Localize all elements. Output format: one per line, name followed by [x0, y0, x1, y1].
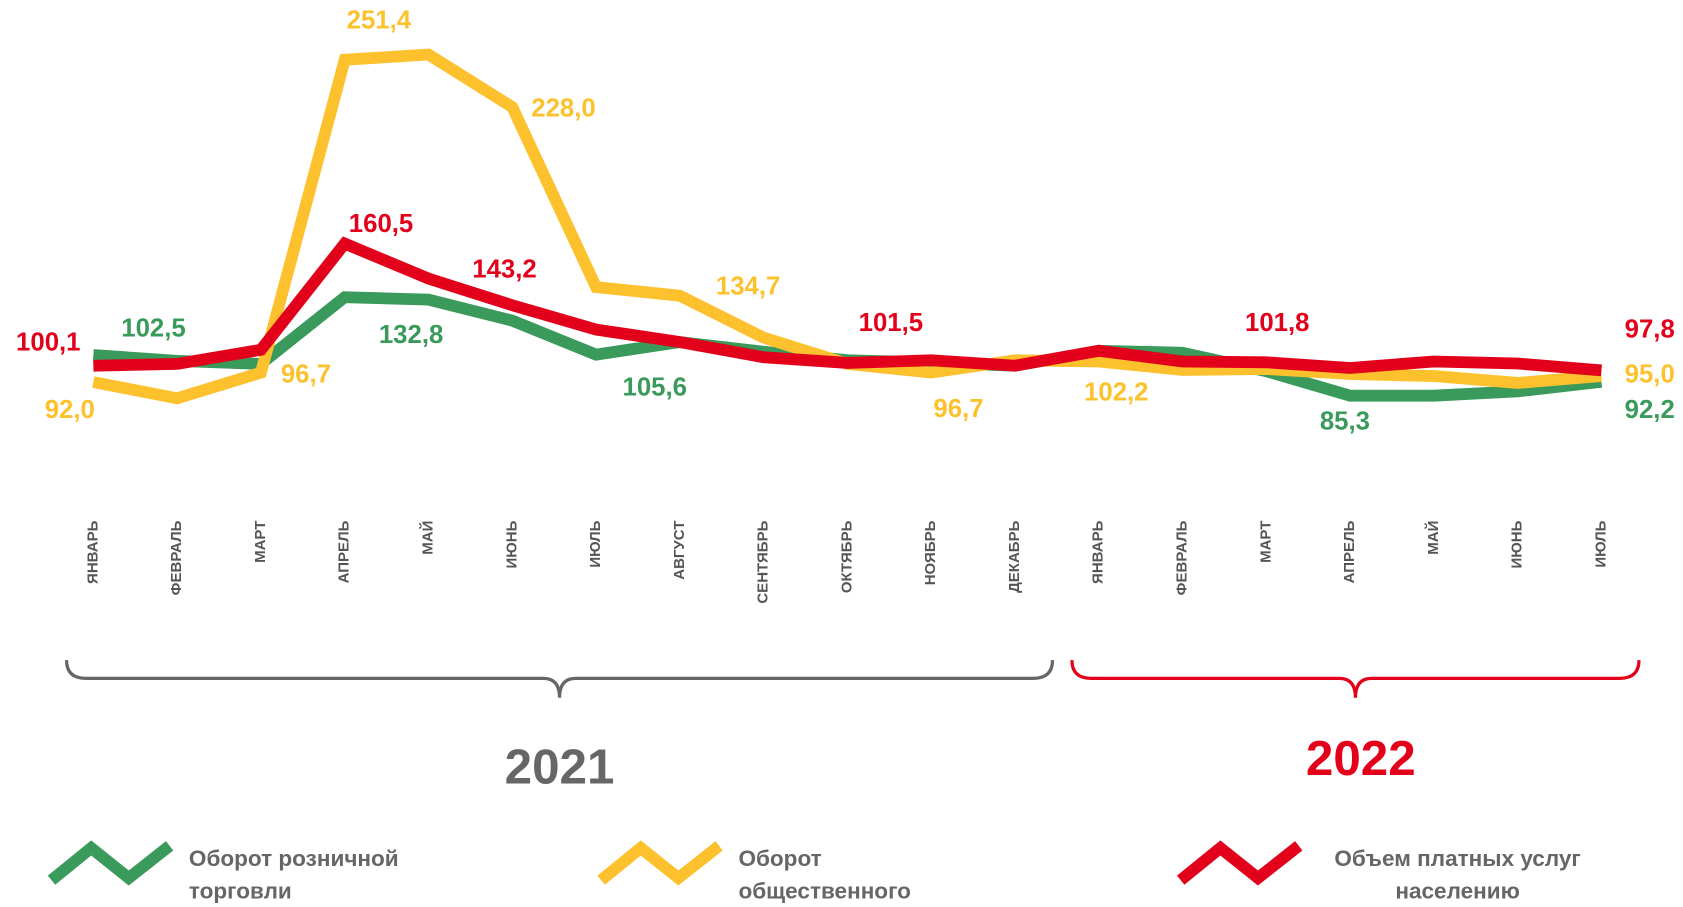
legend-swatch [47, 840, 174, 886]
x-tick-label: МАРТ [252, 520, 269, 563]
value-label: 96,7 [281, 360, 331, 388]
x-tick-label: СЕНТЯБРЬ [755, 520, 772, 603]
x-tick-label: АВГУСТ [671, 520, 688, 580]
series-line [93, 236, 1602, 377]
x-tick-label: ИЮНЬ [1509, 520, 1526, 568]
legend-label: Оборот розничной торговли [188, 846, 399, 904]
year-bracket [64, 660, 1055, 698]
x-tick-label: ФЕВРАЛЬ [1173, 520, 1190, 595]
year-label: 2021 [505, 740, 615, 795]
x-tick-label: МАЙ [1424, 521, 1442, 555]
x-tick-label: НОЯБРЬ [922, 520, 939, 585]
x-tick-label: АПРЕЛЬ [336, 520, 353, 583]
value-label: 101,5 [859, 309, 923, 337]
value-label: 160,5 [349, 210, 413, 238]
legend-swatch [1176, 840, 1303, 886]
x-tick-label: МАЙ [418, 521, 436, 555]
value-label: 97,8 [1625, 315, 1675, 343]
x-tick-label: МАРТ [1257, 520, 1274, 563]
series-line [92, 48, 1602, 405]
year-label: 2022 [1306, 731, 1416, 786]
value-label: 100,1 [16, 328, 80, 356]
x-tick-label: ЯНВАРЬ [1090, 520, 1107, 584]
value-label: 101,8 [1245, 309, 1309, 337]
x-tick-label: АПРЕЛЬ [1341, 520, 1358, 583]
legend-label: Объем платных услуг населению [1334, 846, 1581, 904]
legend-entry: Оборот общественного питания [738, 846, 911, 904]
value-label: 251,4 [347, 6, 412, 34]
value-label: 102,2 [1084, 379, 1148, 407]
x-tick-label: ОКТЯБРЬ [838, 520, 855, 593]
x-tick-label: ДЕКАБРЬ [1006, 520, 1023, 593]
legend-swatch [597, 840, 723, 886]
x-tick-label: ЯНВАРЬ [84, 520, 101, 584]
value-label: 105,6 [623, 373, 687, 401]
value-label: 228,0 [531, 94, 595, 122]
value-label: 132,8 [379, 321, 443, 349]
value-label: 96,7 [933, 395, 983, 423]
x-tick-label: ИЮНЬ [503, 520, 520, 568]
year-bracket [1070, 660, 1641, 698]
x-tick-label: ИЮЛЬ [1592, 520, 1609, 567]
value-label: 92,0 [45, 396, 95, 424]
value-label: 102,5 [121, 314, 185, 342]
x-tick-label: ФЕВРАЛЬ [168, 520, 185, 595]
x-tick-label: ИЮЛЬ [587, 520, 604, 567]
value-label: 95,0 [1625, 360, 1675, 388]
legend-entry: Объем платных услуг населению [1334, 846, 1581, 904]
value-label: 143,2 [472, 255, 536, 283]
legend-entry: Оборот розничной торговли [188, 846, 399, 904]
legend-label: Оборот общественного питания [738, 846, 911, 904]
value-label: 85,3 [1320, 408, 1370, 436]
value-label: 92,2 [1625, 396, 1675, 424]
value-label: 134,7 [716, 272, 780, 300]
